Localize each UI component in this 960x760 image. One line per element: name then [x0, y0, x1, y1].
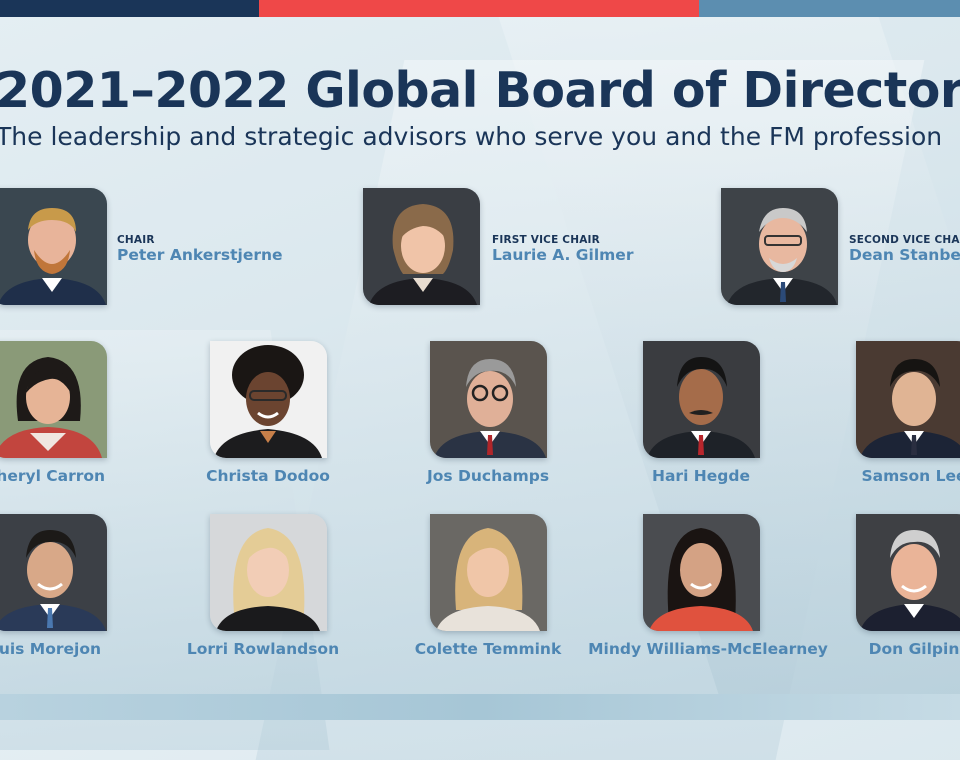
person-portrait-icon: [430, 341, 547, 458]
top-bar-navy-segment: [0, 0, 259, 17]
portrait-photo-member: [856, 341, 960, 458]
officer-role-chair: CHAIR: [117, 234, 155, 246]
person-portrait-icon: [430, 514, 547, 631]
portrait-photo-member: [643, 341, 760, 458]
portrait-photo-first-vice-chair: [363, 188, 480, 305]
person-portrait-icon: [363, 188, 480, 305]
top-bar-blue-segment: [699, 0, 960, 17]
portrait-photo-second-vice-chair: [721, 188, 838, 305]
portrait-photo-member: [430, 514, 547, 631]
person-portrait-icon: [210, 514, 327, 631]
portrait-photo-chair: [0, 188, 107, 305]
member-name: Cheryl Carron: [0, 467, 106, 485]
person-portrait-icon: [0, 514, 107, 631]
portrait-photo-member: [0, 514, 107, 631]
portrait-photo-member: [430, 341, 547, 458]
top-color-bar: [0, 0, 960, 17]
person-portrait-icon: [0, 341, 107, 458]
person-portrait-icon: [643, 514, 760, 631]
person-portrait-icon: [856, 514, 960, 631]
portrait-photo-member: [210, 514, 327, 631]
member-name: Hari Hegde: [652, 467, 750, 485]
portrait-photo-member: [856, 514, 960, 631]
officer-name-first-vice-chair: Laurie A. Gilmer: [492, 246, 634, 264]
officer-name-second-vice-chair: Dean Stanberry: [849, 246, 960, 264]
page-title: 2021–2022 Global Board of Directors: [0, 62, 960, 119]
person-portrait-icon: [643, 341, 760, 458]
bottom-decorative-strip: [0, 694, 960, 720]
officer-role-first-vice-chair: FIRST VICE CHAIR: [492, 234, 600, 246]
portrait-photo-member: [0, 341, 107, 458]
member-name: Luis Morejon: [0, 640, 102, 658]
person-portrait-icon: [0, 188, 107, 305]
portrait-photo-member: [643, 514, 760, 631]
portrait-photo-member: [210, 341, 327, 458]
person-portrait-icon: [721, 188, 838, 305]
member-name: Christa Dodoo: [206, 467, 330, 485]
page-subtitle: The leadership and strategic advisors wh…: [0, 122, 943, 151]
member-name: Colette Temmink: [414, 640, 562, 658]
member-name: Samson Lee: [861, 467, 960, 485]
member-name: Lorri Rowlandson: [186, 640, 340, 658]
officer-role-second-vice-chair: SECOND VICE CHAIR: [849, 234, 960, 246]
person-portrait-icon: [210, 341, 327, 458]
member-name: Mindy Williams-McElearney: [588, 640, 828, 658]
person-portrait-icon: [856, 341, 960, 458]
member-name: Jos Duchamps: [426, 467, 550, 485]
top-bar-red-segment: [259, 0, 699, 17]
member-name: Don Gilpin: [868, 640, 960, 658]
officer-name-chair: Peter Ankerstjerne: [117, 246, 283, 264]
